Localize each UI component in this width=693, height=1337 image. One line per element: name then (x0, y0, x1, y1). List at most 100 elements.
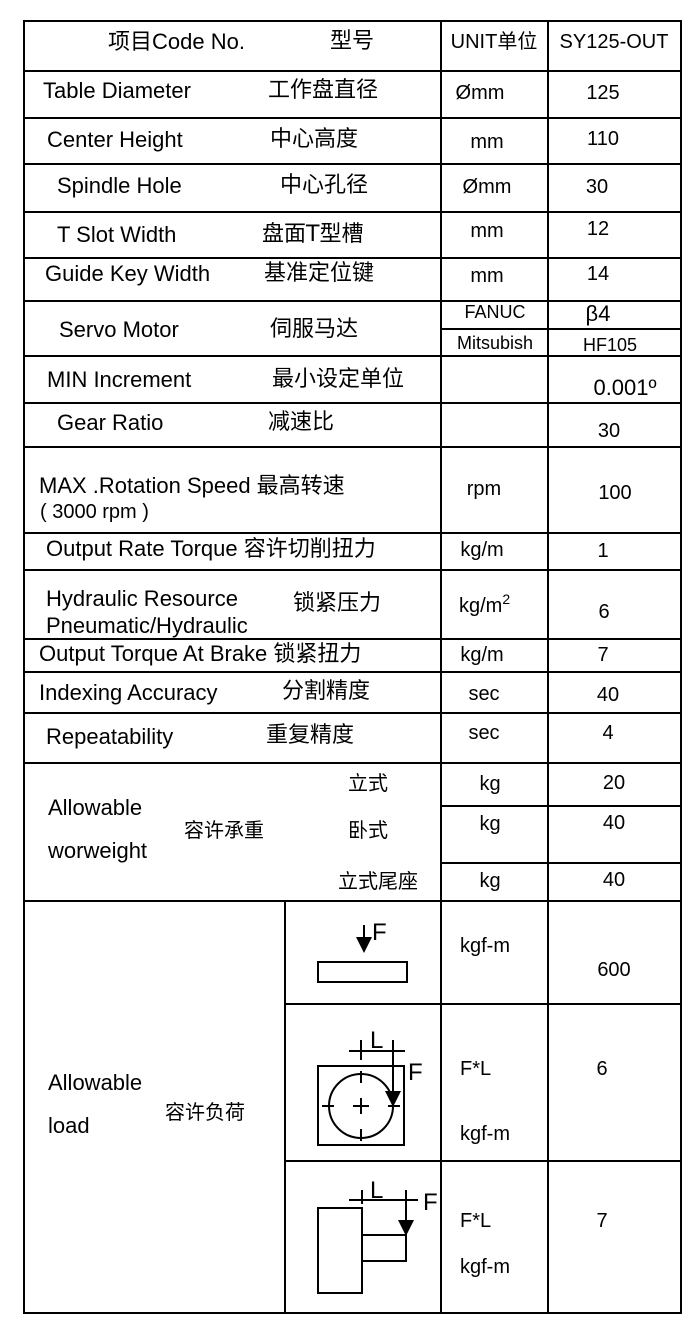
load-unit: kgf-m (460, 935, 510, 957)
row-unit: Ømm (462, 176, 512, 198)
row-unit: kg/m (460, 539, 504, 561)
row-label-cn: 盘面T型槽 (262, 222, 364, 247)
weight-unit: kg (479, 813, 501, 835)
row-label-cn: 最小设定单位 (272, 367, 405, 392)
row-value-cell (547, 712, 682, 764)
load-unit-2: kgf-m (460, 1256, 510, 1278)
row-unit: kg/m (460, 644, 504, 666)
row-value-cell (547, 211, 682, 259)
row-value-cell (547, 257, 682, 302)
header-code: SY125-OUT (559, 31, 669, 53)
row-unit-cell (440, 402, 549, 448)
row-value: 110 (587, 128, 619, 150)
weight-value: 40 (602, 869, 626, 891)
row-label-en: Indexing Accuracy (39, 680, 218, 705)
row-unit: sec (468, 683, 500, 705)
row-value: 40 (596, 684, 620, 706)
row-label-cn: 中心孔径 (280, 173, 369, 198)
load-value: 600 (597, 959, 631, 981)
row-value-cell (547, 300, 682, 330)
row-unit: Ømm (455, 82, 505, 104)
row-value-cell (547, 638, 682, 673)
row-label-cn: 基准定位键 (264, 261, 375, 286)
weight-value: 20 (602, 772, 626, 794)
weight-sub-label: 卧式 (348, 818, 388, 842)
row-value-cell (547, 569, 682, 640)
row-value: 30 (585, 176, 609, 198)
row-label-en: Table Diameter (43, 78, 191, 103)
header-unit: UNIT单位 (450, 31, 538, 53)
load-label-en-1: Allowable (48, 1070, 143, 1095)
weight-unit: kg (479, 870, 501, 892)
header-model: 型号 (330, 29, 375, 54)
row-label-en: Output Torque At Brake 锁紧扭力 (39, 641, 362, 666)
row-unit: rpm (466, 478, 502, 500)
load-unit-2: kgf-m (460, 1123, 510, 1145)
row-label-en: MAX .Rotation Speed 最高转速 (39, 473, 345, 498)
weight-unit: kg (479, 773, 501, 795)
row-label-en: Hydraulic Resource (46, 586, 238, 611)
row-value-cell (547, 163, 682, 213)
row-label-en: T Slot Width (57, 222, 177, 247)
row-label-en: Servo Motor (59, 317, 179, 342)
load-value-cell (547, 900, 682, 1005)
row-label-en: Output Rate Torque 容许切削扭力 (46, 536, 376, 561)
load-value: 7 (596, 1210, 608, 1232)
row-unit: kg/m2 (459, 591, 511, 617)
row-unit: mm (470, 131, 504, 153)
row-label-cn: 中心高度 (270, 127, 359, 152)
row-label-en-2: ( 3000 rpm ) (40, 501, 149, 523)
row-label-en: Repeatability (46, 724, 174, 749)
weight-label-cn: 容许承重 (184, 818, 264, 842)
servo-model-fanuc: β4 (585, 301, 611, 326)
row-value-cell (547, 532, 682, 571)
load-label-en-2: load (48, 1113, 90, 1138)
row-unit: sec (468, 722, 500, 744)
load-diagram-cell (284, 1160, 442, 1314)
header-item: 项目Code No. (108, 29, 245, 54)
row-value: 125 (586, 82, 620, 104)
row-label-en: Guide Key Width (45, 261, 211, 286)
row-value: 1 (597, 540, 609, 562)
weight-value: 40 (602, 812, 626, 834)
servo-brand-mitsubishi: Mitsubish (456, 333, 534, 353)
row-label-cn: 减速比 (268, 410, 335, 435)
row-label-en: Gear Ratio (57, 410, 164, 435)
load-diagram-cell (284, 900, 442, 1005)
load-value-cell (547, 1003, 682, 1162)
row-label-cn: 重复精度 (266, 723, 355, 748)
weight-sub-label: 立式 (348, 771, 388, 795)
row-value: 12 (586, 218, 610, 240)
row-value: 7 (597, 644, 609, 666)
load-value: 6 (596, 1058, 608, 1080)
row-value: 30 (597, 420, 621, 442)
row-value: 4 (602, 722, 614, 744)
row-value: 0.001º (593, 375, 657, 400)
load-label-cell (23, 900, 286, 1314)
row-unit: mm (470, 220, 504, 242)
load-unit: F*L (460, 1210, 492, 1232)
weight-sub-label: 立式尾座 (338, 869, 418, 893)
row-value: 14 (586, 263, 610, 285)
load-unit: F*L (460, 1058, 492, 1080)
row-label-en-2: Pneumatic/Hydraulic (46, 613, 248, 638)
row-label-en: Spindle Hole (57, 173, 182, 198)
servo-model-mitsubishi: HF105 (582, 335, 638, 355)
load-value-cell (547, 1160, 682, 1314)
row-label-cn: 分割精度 (282, 679, 371, 704)
row-value: 6 (598, 601, 610, 623)
row-unit-cell (440, 355, 549, 404)
row-value: 100 (598, 482, 632, 504)
row-label-cn: 锁紧压力 (293, 591, 382, 616)
servo-brand-fanuc: FANUC (464, 302, 526, 322)
row-label-en: MIN Increment (47, 367, 192, 392)
weight-label-en-1: Allowable (48, 795, 143, 820)
row-label-cn: 工作盘直径 (268, 78, 379, 103)
row-label-cn: 伺服马达 (270, 317, 359, 342)
load-unit-cell (440, 1160, 549, 1314)
row-label-en: Center Height (47, 127, 183, 152)
weight-label-en-2: worweight (48, 838, 148, 863)
load-diagram-cell (284, 1003, 442, 1162)
row-unit: mm (470, 265, 504, 287)
load-label-cn: 容许负荷 (165, 1100, 245, 1124)
